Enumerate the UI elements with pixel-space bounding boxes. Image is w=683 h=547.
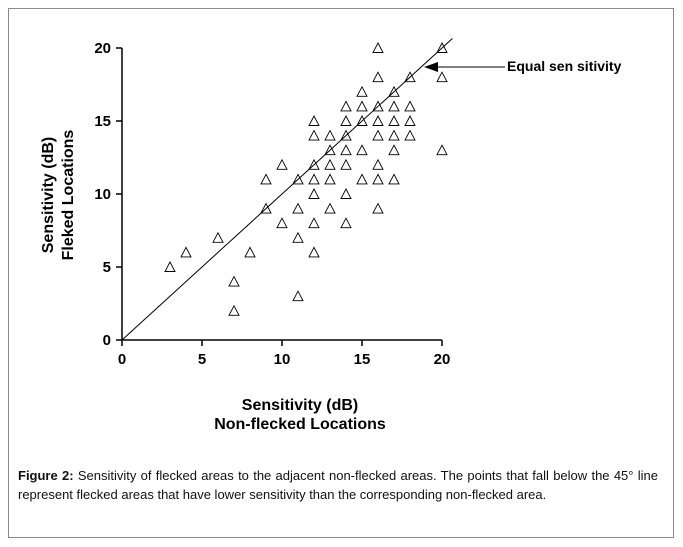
data-point-triangle xyxy=(372,100,384,112)
data-point-triangle xyxy=(404,71,416,83)
figure-frame xyxy=(8,8,674,538)
data-point-triangle xyxy=(356,115,368,126)
data-point-triangle xyxy=(308,115,320,126)
data-point-triangle xyxy=(244,246,256,258)
data-point-triangle xyxy=(372,115,384,126)
data-point-triangle xyxy=(292,202,304,214)
data-point-triangle xyxy=(372,42,384,53)
data-point-triangle xyxy=(164,261,176,272)
data-point-triangle xyxy=(436,42,448,53)
data-point-triangle xyxy=(356,144,368,156)
y-tick-label: 5 xyxy=(103,259,111,276)
data-point-triangle xyxy=(372,202,384,214)
data-point-triangle xyxy=(308,158,320,170)
x-axis-label: Sensitivity (dB) Non-flecked Locations xyxy=(214,397,386,433)
data-point-triangle xyxy=(212,231,224,243)
data-point-triangle xyxy=(340,115,352,126)
data-point-triangle xyxy=(388,100,400,112)
data-point-triangle xyxy=(356,100,368,112)
data-points xyxy=(164,42,448,316)
data-point-triangle xyxy=(324,173,336,185)
data-point-triangle xyxy=(436,71,448,83)
data-point-triangle xyxy=(324,144,336,156)
data-point-triangle xyxy=(404,115,416,126)
data-point-triangle xyxy=(292,290,304,302)
y-tick-label: 15 xyxy=(94,113,111,130)
data-point-triangle xyxy=(308,217,320,229)
data-point-triangle xyxy=(228,304,240,316)
reference-line-label: Equal sen sitivity xyxy=(507,58,622,74)
data-point-triangle xyxy=(260,173,272,185)
data-point-triangle xyxy=(340,188,352,199)
data-point-triangle xyxy=(276,158,288,170)
x-tick-label: 10 xyxy=(274,351,291,368)
data-point-triangle xyxy=(276,217,288,229)
data-point-triangle xyxy=(260,202,272,214)
data-point-triangle xyxy=(340,158,352,170)
data-point-triangle xyxy=(308,246,320,258)
x-tick-label: 20 xyxy=(434,351,451,368)
data-point-triangle xyxy=(356,173,368,185)
data-point-triangle xyxy=(324,202,336,214)
data-point-triangle xyxy=(356,85,368,97)
caption-text: Sensitivity of flecked areas to the adja… xyxy=(18,468,658,502)
data-point-triangle xyxy=(308,173,320,185)
data-point-triangle xyxy=(340,144,352,156)
figure-caption: Figure 2: Sensitivity of flecked areas t… xyxy=(18,466,658,504)
data-point-triangle xyxy=(388,129,400,141)
caption-label: Figure 2: xyxy=(18,468,74,483)
data-point-triangle xyxy=(292,231,304,243)
data-point-triangle xyxy=(372,129,384,141)
data-point-triangle xyxy=(388,144,400,156)
data-point-triangle xyxy=(228,275,240,287)
data-point-triangle xyxy=(308,129,320,141)
data-point-triangle xyxy=(340,100,352,112)
data-point-triangle xyxy=(372,173,384,185)
data-point-triangle xyxy=(404,129,416,141)
data-point-triangle xyxy=(388,173,400,185)
x-tick-label: 5 xyxy=(198,351,206,368)
annotation-arrowhead xyxy=(424,61,438,72)
data-point-triangle xyxy=(436,144,448,156)
data-point-triangle xyxy=(340,129,352,141)
data-point-triangle xyxy=(388,115,400,126)
y-tick-label: 0 xyxy=(103,332,111,349)
y-axis-label: Sensitivity (dB) Fleked Locations xyxy=(40,129,77,261)
data-point-triangle xyxy=(388,85,400,97)
y-tick-label: 10 xyxy=(94,186,111,203)
data-point-triangle xyxy=(180,246,192,258)
x-tick-label: 15 xyxy=(354,351,371,368)
data-point-triangle xyxy=(292,173,304,185)
data-point-triangle xyxy=(324,158,336,170)
data-point-triangle xyxy=(324,129,336,141)
y-tick-label: 20 xyxy=(94,40,111,57)
data-point-triangle xyxy=(308,188,320,199)
data-point-triangle xyxy=(372,158,384,170)
chart-axes: 0 5 10 15 20 0 5 10 15 20 xyxy=(94,38,505,368)
equal-sensitivity-line xyxy=(121,38,453,341)
data-point-triangle xyxy=(372,71,384,83)
data-point-triangle xyxy=(340,217,352,229)
x-tick-label: 0 xyxy=(118,351,126,368)
data-point-triangle xyxy=(404,100,416,112)
